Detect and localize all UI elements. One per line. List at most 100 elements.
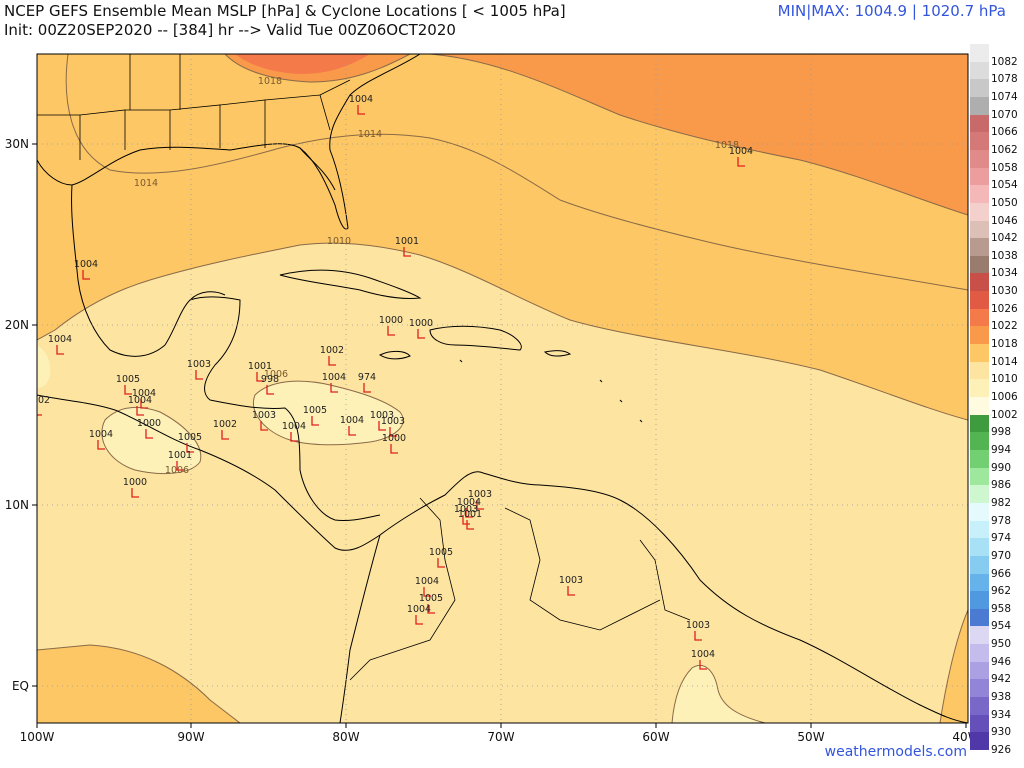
low-pressure-symbol (136, 406, 144, 416)
isobar-label: 1014 (134, 178, 158, 189)
cyclone-marker: 1004 (407, 604, 431, 625)
colorbar-swatch (970, 202, 989, 221)
colorbar-swatch (970, 432, 989, 451)
cyclone-marker: 1004 (322, 372, 346, 393)
cyclone-marker: 1005 (303, 405, 327, 426)
colorbar-swatch (970, 485, 989, 504)
colorbar-label: 1082 (991, 55, 1018, 68)
colorbar-swatch (970, 697, 989, 716)
cyclone-pressure-label: 1004 (74, 259, 98, 270)
colorbar-label: 1014 (991, 355, 1018, 368)
cyclone-marker: 1004 (74, 259, 98, 280)
colorbar-label: 1058 (991, 161, 1018, 174)
cyclone-pressure-label: 1004 (457, 497, 481, 508)
x-tick-label: 50W (797, 730, 824, 744)
low-pressure-symbol (427, 604, 435, 614)
y-tick-label: EQ (12, 679, 29, 693)
colorbar-label: 982 (991, 496, 1012, 509)
x-tick-label: 100W (20, 730, 55, 744)
colorbar-label: 950 (991, 638, 1012, 651)
colorbar-label: 970 (991, 549, 1012, 562)
low-pressure-symbol (348, 426, 356, 436)
cyclone-pressure-label: 1003 (468, 489, 492, 500)
colorbar-swatch (970, 379, 989, 398)
colorbar-label: 1038 (991, 249, 1018, 262)
cyclone-pressure-label: 1003 (252, 410, 276, 421)
colorbar-label: 1022 (991, 320, 1018, 333)
isobar-label: 1010 (327, 236, 351, 247)
low-pressure-symbol (186, 443, 194, 453)
y-tick-label: 20N (5, 318, 29, 332)
colorbar-label: 1062 (991, 143, 1018, 156)
cyclone-marker: 1001 (248, 361, 272, 382)
cyclone-pressure-label: 1004 (322, 372, 346, 383)
cyclone-pressure-label: 1003 (381, 416, 405, 427)
colorbar-swatch (970, 520, 989, 539)
colorbar-label: 1078 (991, 73, 1018, 86)
map-subtitle: Init: 00Z20SEP2020 -- [384] hr --> Valid… (4, 21, 456, 39)
fill-1006 (37, 345, 51, 388)
cyclone-marker: 1003 (686, 620, 710, 641)
map-frame (36, 53, 969, 724)
colorbar-swatch (970, 44, 989, 63)
low-pressure-symbol (437, 558, 445, 568)
colorbar-swatch (970, 96, 989, 116)
cyclone-pressure-label: 1002 (213, 419, 237, 430)
x-axis: 100W 90W 80W 70W 60W 50W 40W (20, 723, 980, 744)
low-pressure-symbol (415, 615, 423, 625)
cyclone-pressure-label: 1003 (559, 575, 583, 586)
low-pressure-symbol (417, 329, 425, 339)
colorbar-swatch (970, 644, 989, 663)
cyclone-pressure-label: 1000 (123, 477, 147, 488)
cyclone-marker: 1000 (379, 315, 403, 336)
x-tick-label: 70W (487, 730, 514, 744)
colorbar-swatch (970, 591, 989, 610)
colorbar-label: 1002 (991, 408, 1018, 421)
colorbar-label: 1046 (991, 214, 1018, 227)
cyclone-pressure-label: 1001 (168, 450, 192, 461)
isobar-lines (37, 54, 968, 723)
colorbar-label: 942 (991, 673, 1012, 686)
cyclone-pressure-label: 998 (261, 374, 279, 385)
low-pressure-symbol (56, 345, 64, 355)
cyclone-marker: 1002 (37, 395, 50, 416)
cyclone-marker: 1001 (168, 450, 192, 471)
low-pressure-symbol (82, 270, 90, 280)
cyclone-pressure-label: 1004 (132, 388, 156, 399)
low-pressure-symbol (694, 631, 702, 641)
colorbar-label: 962 (991, 585, 1012, 598)
colorbar-swatch (970, 255, 989, 274)
y-tick-label: 10N (5, 498, 29, 512)
isobar-label: 1006 (264, 369, 288, 380)
colorbar-label: 1042 (991, 232, 1018, 245)
cyclone-marker: 1004 (89, 429, 113, 450)
colorbar-swatch (970, 132, 989, 151)
colorbar-label: 930 (991, 726, 1012, 739)
y-axis: 30N 20N 10N EQ (5, 137, 37, 693)
colorbar-swatch (970, 185, 989, 204)
cyclone-pressure-label: 1003 (686, 620, 710, 631)
colorbar-swatch (970, 344, 989, 363)
colorbar-label: 966 (991, 567, 1012, 580)
isobar-label: 1014 (358, 129, 382, 140)
colorbar-label: 978 (991, 514, 1012, 527)
x-tick-label: 80W (332, 730, 359, 744)
fill-1014 (37, 54, 968, 723)
cyclone-marker: 1002 (213, 419, 237, 440)
low-pressure-symbol (423, 587, 431, 597)
colorbar-label: 1070 (991, 108, 1018, 121)
cyclone-pressure-label: 974 (358, 372, 376, 383)
low-pressure-symbol (328, 356, 336, 366)
cyclone-pressure-label: 1004 (282, 421, 306, 432)
low-pressure-symbol (311, 416, 319, 426)
colorbar-label: 1050 (991, 196, 1018, 209)
cyclone-marker: 1003 (252, 410, 276, 431)
colorbar-label: 990 (991, 461, 1012, 474)
colorbar-label: 946 (991, 655, 1012, 668)
colorbar-label: 954 (991, 620, 1012, 633)
cyclone-pressure-label: 1005 (178, 432, 202, 443)
colorbar-swatch (970, 608, 989, 627)
colorbar-label: 938 (991, 691, 1012, 704)
cyclone-pressure-label: 1004 (89, 429, 113, 440)
cyclone-marker: 974 (358, 372, 376, 393)
